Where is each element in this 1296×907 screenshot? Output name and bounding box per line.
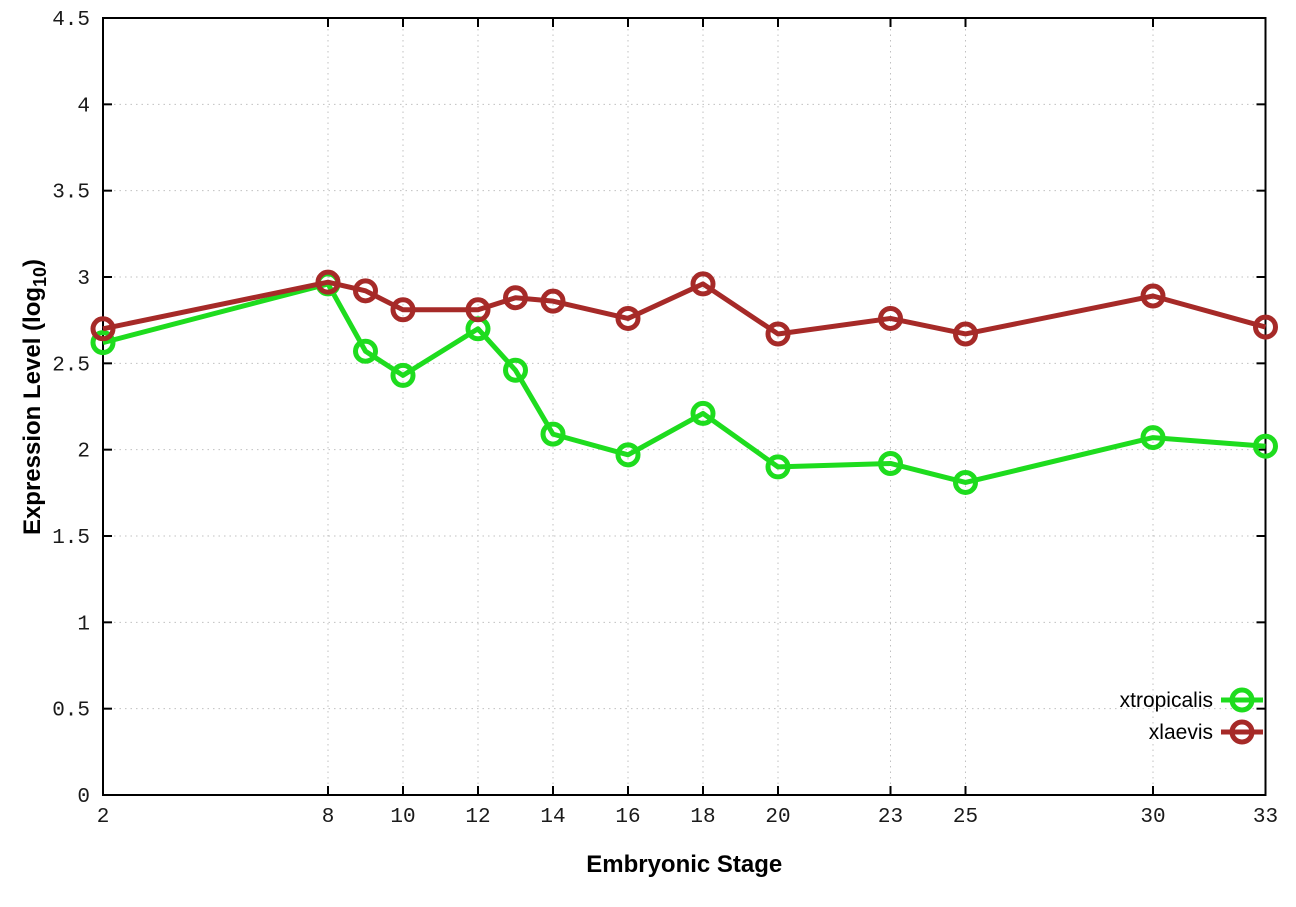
series-marker-xtropicalis — [615, 442, 641, 468]
x-tick-label: 33 — [1253, 806, 1278, 829]
series-marker-xtropicalis — [765, 454, 791, 480]
series-marker-xlaevis — [953, 321, 978, 347]
x-tick-label: 20 — [765, 806, 790, 829]
x-axis-title: Embryonic Stage — [586, 851, 782, 878]
x-tick-label: 2 — [97, 806, 110, 829]
series-marker-xtropicalis — [1140, 425, 1166, 451]
series-marker-xlaevis — [90, 316, 116, 342]
legend-label-xlaevis: xlaevis — [1149, 721, 1213, 744]
x-tick-label: 30 — [1140, 806, 1165, 829]
series-line-xtropicalis — [102, 281, 1266, 485]
series-marker-xtropicalis — [878, 450, 903, 476]
y-tick-label: 4 — [77, 95, 90, 118]
series-marker-xlaevis — [390, 297, 416, 323]
series-marker-xlaevis — [1253, 314, 1278, 340]
legend-label-xtropicalis: xtropicalis — [1120, 689, 1213, 712]
series-marker-xtropicalis — [690, 400, 716, 426]
legend-marker-xtropicalis — [1229, 687, 1255, 713]
y-axis-title: Expression Level (log10) — [19, 259, 50, 535]
x-tick-label: 8 — [322, 806, 335, 829]
series-marker-xtropicalis — [90, 330, 116, 356]
y-tick-label: 0.5 — [52, 700, 90, 723]
y-tick-label: 4.5 — [52, 9, 90, 32]
series-marker-xlaevis — [878, 305, 903, 331]
x-tick-label: 16 — [615, 806, 640, 829]
x-tick-label: 18 — [690, 806, 715, 829]
y-tick-label: 3 — [77, 268, 90, 291]
x-tick-label: 14 — [540, 806, 565, 829]
x-tick-label: 10 — [390, 806, 415, 829]
x-tick-label: 12 — [465, 806, 490, 829]
x-tick-label: 25 — [953, 806, 978, 829]
series-marker-xlaevis — [353, 278, 378, 304]
series-marker-xlaevis — [465, 297, 491, 323]
series-marker-xtropicalis — [540, 421, 566, 447]
series-marker-xlaevis — [1140, 283, 1166, 309]
y-tick-label: 1.5 — [52, 527, 90, 550]
series-marker-xlaevis — [690, 271, 716, 297]
x-tick-label: 23 — [878, 806, 903, 829]
legend-marker-xlaevis — [1229, 719, 1255, 745]
y-tick-label: 0 — [77, 786, 90, 809]
plot-border — [102, 17, 1267, 796]
y-tick-label: 2.5 — [52, 354, 90, 377]
series-marker-xlaevis — [540, 288, 566, 314]
series-marker-xtropicalis — [503, 357, 528, 383]
series-marker-xtropicalis — [353, 338, 378, 364]
series-marker-xtropicalis — [1253, 433, 1278, 459]
series-marker-xtropicalis — [390, 362, 416, 388]
y-tick-label: 1 — [77, 613, 90, 636]
y-tick-label: 2 — [77, 441, 90, 464]
series-marker-xlaevis — [765, 321, 791, 347]
series-marker-xtropicalis — [953, 469, 978, 495]
y-tick-label: 3.5 — [52, 182, 90, 205]
series-marker-xlaevis — [503, 285, 528, 311]
series-marker-xlaevis — [315, 269, 341, 295]
series-marker-xlaevis — [615, 305, 641, 331]
series-line-xlaevis — [102, 279, 1267, 337]
